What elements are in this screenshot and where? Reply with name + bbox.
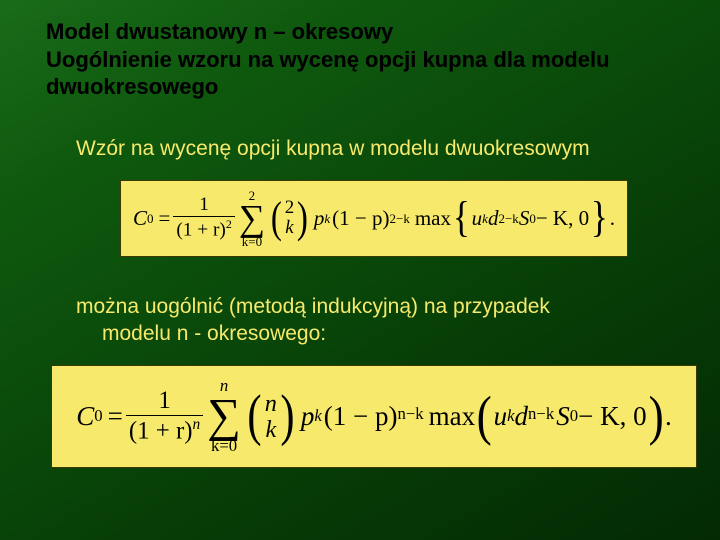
f1-binom-rparen: ) [297,202,308,234]
f1-binom: ( 2 k ) [269,198,310,238]
f2-lparen: ( [477,397,492,436]
f1-sum-upper: 2 [249,189,256,202]
f2-S: S [556,403,570,430]
f2-sum: n ∑ k=0 [207,378,241,455]
f2-frac-den-exp: n [193,416,201,433]
f1-sigma-icon: ∑ [239,200,265,237]
f1-rbrace: } [591,203,608,233]
formula-1-box: C 0 = 1 (1 + r)2 2 ∑ k=0 ( [120,180,628,257]
f1-lhs-var: C [133,208,147,229]
f1-u-exp: k [482,212,488,225]
f2-minus-K: − K, 0 [578,403,646,430]
f1-S: S [519,208,530,229]
f1-lbrace: { [453,203,470,233]
f2-S-sub: 0 [570,408,578,425]
f2-max-label: max [429,403,476,430]
f1-max-label: max [415,208,451,229]
f2-frac-den: (1 + r)n [126,416,203,445]
f2-equals: = [108,403,123,430]
slide-body: Wzór na wycenę opcji kupna w modelu dwuo… [0,135,720,468]
title-line-1: Model dwustanowy n – okresowy [46,18,682,46]
f1-S-sub: 0 [529,212,536,225]
formula-1-holder: C 0 = 1 (1 + r)2 2 ∑ k=0 ( [70,180,678,257]
f2-1mp: (1 − p) [324,403,398,430]
f1-d-exp: 2−k [498,212,518,225]
f1-equals: = [159,208,171,229]
para2-line1: można uogólnić (metodą indukcyjną) na pr… [76,295,550,318]
f1-p-base: p [314,208,325,229]
f1-frac-num: 1 [196,194,212,216]
f1-p-exp: k [324,212,330,225]
formula-2-holder: C 0 = 1 (1 + r)n n ∑ k=0 ( [70,365,678,468]
f2-lhs-var: C [76,403,94,430]
f2-frac-num: 1 [155,387,173,415]
slide: Model dwustanowy n – okresowy Uogólnieni… [0,0,720,540]
f2-binom-rparen: ) [280,396,294,437]
f1-frac-den-exp: 2 [226,217,232,231]
f1-dot: . [610,208,615,229]
f2-rparen: ) [648,397,663,436]
f2-frac-den-base: (1 + r) [129,418,193,445]
f1-d-base: d [488,208,499,229]
f2-binom-bottom: k [265,417,276,443]
paragraph-2: można uogólnić (metodą indukcyjną) na pr… [76,293,678,348]
f2-binom-top: n [265,391,277,417]
f2-p-exp: k [314,408,321,425]
f2-d-base: d [515,403,529,430]
f1-sum-lower: k=0 [242,235,262,248]
f1-binom-stack: 2 k [285,198,294,238]
f1-1mp-exp: 2−k [389,212,409,225]
f1-fraction: 1 (1 + r)2 [173,194,234,242]
para2-line2: modelu n - okresowego: [84,320,678,347]
f1-frac-den: (1 + r)2 [173,217,234,242]
f2-binom-stack: n k [265,391,277,442]
f2-lhs-sub: 0 [94,408,102,425]
f1-lhs-sub: 0 [147,212,154,225]
f2-sum-lower: k=0 [211,438,237,455]
f2-binom-lparen: ( [247,396,261,437]
f1-binom-bottom: k [285,218,293,238]
f2-fraction: 1 (1 + r)n [126,387,203,445]
f2-sum-upper: n [220,378,228,395]
f2-1mp-exp: n−k [397,406,423,423]
slide-title: Model dwustanowy n – okresowy Uogólnieni… [0,18,720,101]
f1-minus-K: − K, 0 [536,208,589,229]
f1-1mp: (1 − p) [332,208,389,229]
f2-u-base: u [494,403,508,430]
title-line-2: Uogólnienie wzoru na wycenę opcji kupna … [46,46,682,101]
f2-p-base: p [301,403,315,430]
f2-sigma-icon: ∑ [207,393,241,440]
f1-sum: 2 ∑ k=0 [239,189,265,248]
f1-binom-lparen: ( [271,202,282,234]
f1-frac-den-base: (1 + r) [176,220,226,241]
f2-u-exp: k [507,408,514,425]
formula-2-box: C 0 = 1 (1 + r)n n ∑ k=0 ( [51,365,697,468]
f2-d-exp: n−k [528,406,554,423]
f2-dot: . [665,403,672,430]
f1-binom-top: 2 [285,198,294,218]
f2-binom: ( n k ) [245,391,297,442]
paragraph-1: Wzór na wycenę opcji kupna w modelu dwuo… [76,135,678,162]
f1-u-base: u [472,208,483,229]
